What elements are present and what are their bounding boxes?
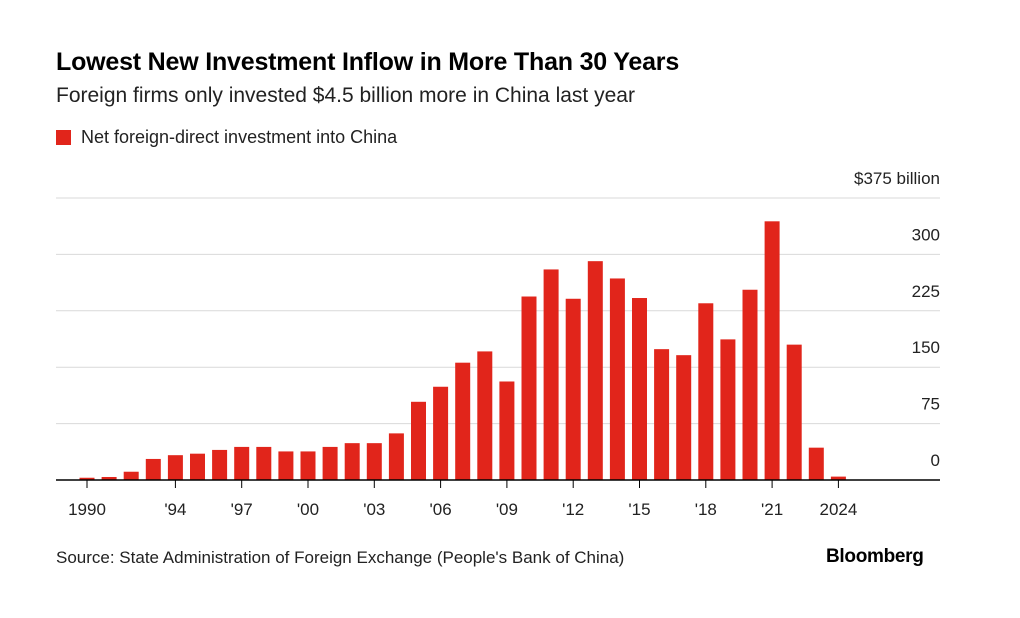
- bar: [79, 477, 95, 480]
- bar: [278, 451, 294, 480]
- bar: [609, 278, 625, 480]
- bar: [764, 221, 780, 480]
- y-tick-label: 225: [912, 282, 940, 301]
- bar: [167, 455, 183, 480]
- bar: [742, 289, 758, 480]
- bar: [190, 453, 205, 480]
- bar: [830, 476, 846, 480]
- y-tick-label: 150: [912, 338, 940, 357]
- bar: [300, 451, 316, 480]
- chart-subtitle: Foreign firms only invested $4.5 billion…: [56, 84, 635, 107]
- legend: Net foreign-direct investment into China: [56, 127, 397, 148]
- bar: [477, 351, 493, 480]
- bar: [698, 303, 714, 480]
- x-tick-label: '21: [761, 500, 783, 519]
- bar: [521, 296, 537, 480]
- bar: [322, 446, 338, 480]
- bar: [587, 261, 603, 480]
- y-tick-label: 300: [912, 225, 940, 244]
- chart-title: Lowest New Investment Inflow in More Tha…: [56, 48, 680, 76]
- x-tick-label: '97: [231, 500, 253, 519]
- legend-swatch: [56, 130, 71, 145]
- bar: [212, 449, 228, 480]
- bar: [256, 446, 272, 480]
- x-tick-label: '00: [297, 500, 319, 519]
- x-tick-label: '18: [695, 500, 717, 519]
- x-tick-label: '06: [430, 500, 452, 519]
- brand-logo: Bloomberg: [826, 546, 924, 567]
- bar: [632, 298, 647, 480]
- x-tick-label: 2024: [819, 500, 857, 519]
- x-tick-label: '15: [628, 500, 650, 519]
- x-tick-label: '94: [164, 500, 186, 519]
- bar: [786, 344, 802, 480]
- y-tick-label: $375 billion: [854, 169, 940, 188]
- bar: [543, 269, 559, 480]
- bar: [388, 433, 404, 480]
- bar: [808, 447, 824, 480]
- legend-label: Net foreign-direct investment into China: [81, 127, 398, 147]
- bar: [455, 362, 471, 480]
- bar: [411, 401, 426, 480]
- x-tick-label: '12: [562, 500, 584, 519]
- bar: [101, 476, 117, 480]
- bar: [565, 298, 581, 480]
- bar: [344, 443, 360, 480]
- bar: [499, 381, 515, 480]
- x-tick-label: 1990: [68, 500, 106, 519]
- bar: [234, 446, 250, 480]
- x-tick-label: '03: [363, 500, 385, 519]
- bar: [145, 458, 161, 480]
- bar: [433, 386, 449, 480]
- y-tick-label: 0: [931, 451, 940, 470]
- x-tick-label: '09: [496, 500, 518, 519]
- bar: [720, 339, 736, 480]
- bar: [123, 471, 139, 480]
- bar: [366, 443, 382, 480]
- bar: [676, 355, 692, 480]
- y-tick-label: 75: [921, 395, 940, 414]
- source-note: Source: State Administration of Foreign …: [56, 548, 625, 567]
- bar: [654, 349, 670, 480]
